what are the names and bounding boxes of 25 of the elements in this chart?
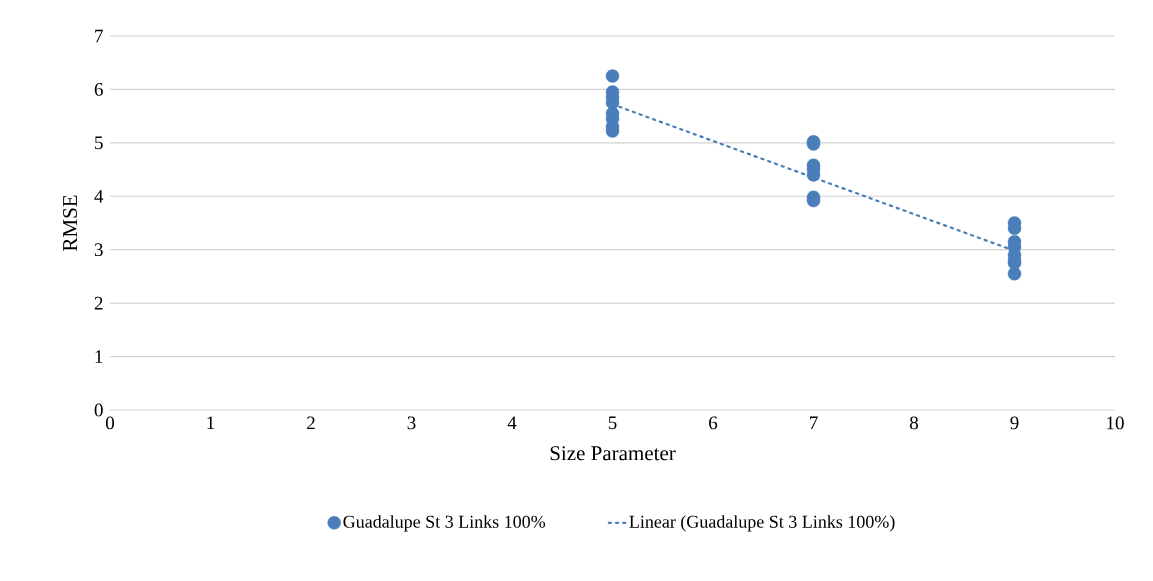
y-tick-label: 2	[94, 296, 103, 310]
y-tick-label: 6	[94, 83, 103, 96]
y-tick-label: 5	[95, 136, 103, 150]
point	[1007, 267, 1022, 281]
x-tick-label: 2	[307, 416, 315, 430]
x-tick-label: 8	[909, 416, 919, 430]
x-tick-label: 5	[608, 416, 617, 430]
point	[605, 69, 620, 83]
x-tick-label: 10	[1107, 416, 1124, 430]
x-tick-label: 3	[407, 416, 416, 430]
y-tick-label: 3	[94, 243, 103, 257]
y-axis-title: RMSE	[63, 195, 78, 251]
x-tick-label: 9	[1010, 416, 1019, 430]
y-tick-label: 0	[94, 403, 103, 417]
x-tick-label: 7	[810, 416, 818, 429]
x-tick-label: 6	[709, 416, 718, 430]
legend-label: Linear (Guadalupe St 3 Links 100%)	[629, 515, 895, 532]
x-tick-label: 4	[507, 416, 517, 430]
x-axis-title: Size Parameter	[550, 446, 676, 461]
legend-label: Guadalupe St 3 Links 100%	[343, 515, 546, 532]
y-tick-label: 4	[94, 190, 104, 203]
y-tick-label: 7	[95, 29, 103, 43]
x-tick-label: 1	[207, 416, 215, 430]
x-tick-label: 0	[105, 416, 115, 430]
y-tick-label: 1	[95, 350, 103, 363]
